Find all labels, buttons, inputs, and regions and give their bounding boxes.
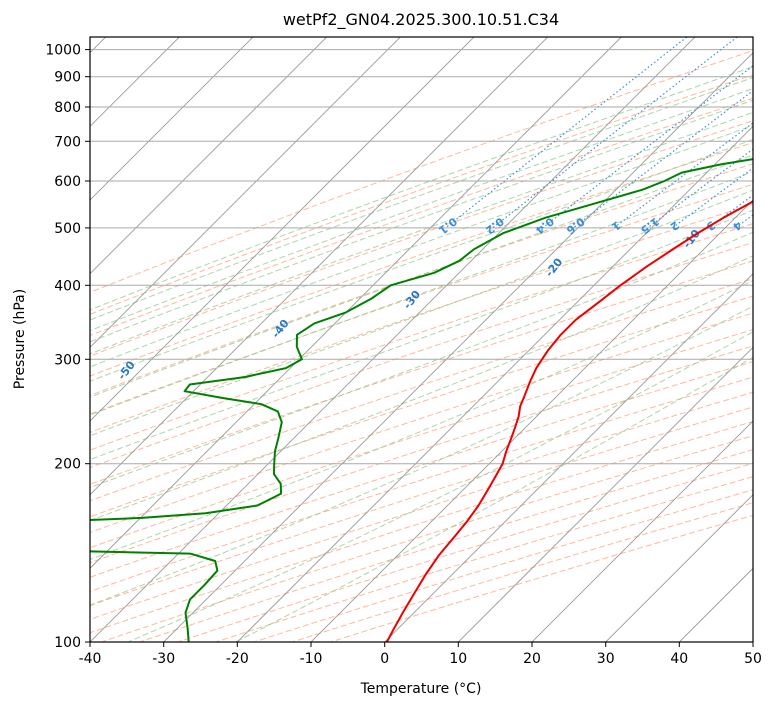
isotherm	[90, 37, 402, 348]
dry-adiabat	[90, 376, 753, 593]
mixing-ratio-line	[613, 122, 753, 229]
dry-adiabat	[90, 183, 753, 415]
isotherm	[90, 37, 328, 275]
x-axis-label: Temperature (°C)	[360, 681, 482, 697]
isotherm	[310, 199, 753, 642]
mixing-ratio-line	[445, 37, 688, 229]
y-tick-label: 500	[54, 221, 81, 237]
isotherm	[90, 37, 549, 496]
moist-adiabat	[90, 76, 753, 321]
moist-adiabat	[90, 99, 753, 343]
mixing-ratio-label: 6	[769, 218, 775, 233]
y-tick-label: 400	[54, 278, 81, 294]
y-tick-label: 800	[54, 100, 81, 116]
dry-adiabat	[90, 278, 753, 502]
dry-adiabat	[90, 260, 753, 485]
y-tick-label: 900	[54, 70, 81, 86]
x-tick-label: -10	[300, 651, 323, 667]
x-tick-label: -30	[152, 651, 175, 667]
sounding-profiles	[90, 158, 753, 642]
isotherm	[384, 273, 753, 642]
isotherm	[605, 494, 753, 642]
y-tick-label: 700	[54, 134, 81, 150]
isotherm	[90, 37, 623, 569]
x-tick-label: 50	[744, 651, 762, 667]
x-tick-label: 40	[670, 651, 688, 667]
dry-adiabat	[90, 50, 753, 293]
mixing-ratio-line	[492, 37, 738, 229]
dry-adiabat	[90, 142, 753, 377]
y-tick-label: 1000	[45, 43, 81, 59]
y-axis: 100 200 300 400 500 600 700 800 900 1000	[45, 43, 90, 651]
moist-adiabat	[90, 88, 753, 332]
isotherm	[90, 37, 254, 201]
x-tick-label: -20	[226, 651, 249, 667]
dewpoint-profile	[90, 158, 753, 642]
plot-frame	[89, 36, 754, 643]
background-lines	[90, 37, 753, 642]
dry-adiabat	[90, 329, 753, 549]
y-tick-label: 300	[54, 352, 81, 368]
dry-adiabat	[90, 312, 753, 533]
dry-adiabat	[90, 361, 753, 578]
temperature-profile	[385, 200, 753, 642]
moist-adiabat	[90, 189, 753, 437]
dry-adiabat	[90, 223, 753, 451]
isotherm	[90, 37, 696, 642]
x-tick-label: 20	[523, 651, 541, 667]
isotherm	[457, 346, 753, 642]
moist-adiabat	[90, 111, 753, 355]
x-tick-label: 30	[597, 651, 615, 667]
isotherm	[236, 125, 753, 642]
moist-adiabat	[90, 255, 753, 522]
x-axis: -40 -30 -20 -10 0 10 20 30 40 50	[79, 642, 762, 667]
moist-adiabat	[90, 124, 753, 368]
plot-background	[90, 37, 753, 642]
isotherm	[531, 420, 753, 642]
isotherm	[163, 52, 753, 642]
y-axis-label: Pressure (hPa)	[12, 289, 28, 389]
dry-adiabat	[90, 163, 753, 396]
chart-title: wetPf2_GN04.2025.300.10.51.C34	[283, 10, 559, 30]
x-tick-label: 10	[449, 651, 467, 667]
isotherm	[90, 37, 475, 422]
x-tick-label: -40	[79, 651, 102, 667]
x-tick-label: 0	[380, 651, 389, 667]
mixing-ratio-line	[542, 65, 753, 229]
y-tick-label: 600	[54, 174, 81, 190]
y-tick-label: 100	[54, 635, 81, 651]
moist-adiabat	[90, 171, 753, 416]
y-tick-label: 200	[54, 457, 81, 473]
moist-adiabat	[90, 138, 753, 382]
